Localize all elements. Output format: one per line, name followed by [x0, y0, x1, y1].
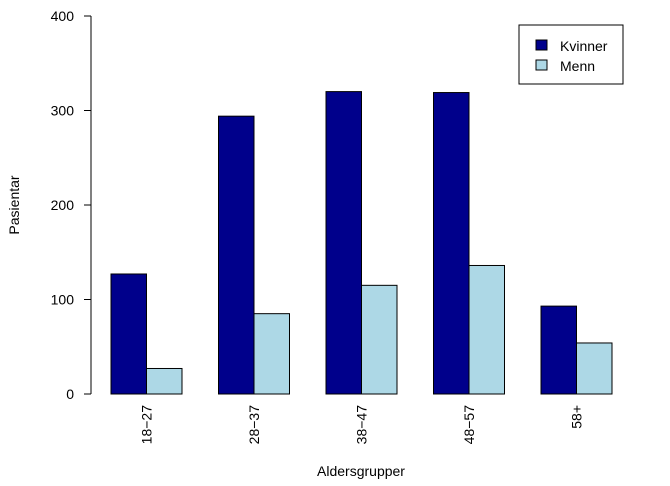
bar-menn-2: [361, 284, 398, 395]
bar-kvinner-1: [218, 115, 255, 395]
y-tick-label: 0: [66, 386, 74, 402]
bar-kvinner-0: [110, 273, 147, 395]
bars: [110, 91, 613, 395]
legend-swatch-menn: [535, 59, 548, 71]
legend-label-kvinner: Kvinner: [560, 38, 608, 54]
legend-box: [518, 24, 624, 85]
bar-menn-0: [146, 367, 183, 395]
y-tick-label: 100: [51, 292, 75, 308]
x-tick-label: 48−57: [461, 405, 477, 445]
x-tick-label: 58+: [569, 405, 585, 429]
y-tick-label: 400: [51, 8, 75, 24]
legend-swatch-kvinner: [535, 39, 548, 51]
x-tick-label: 28−37: [246, 405, 262, 445]
bar-menn-4: [576, 342, 613, 395]
bar-menn-3: [468, 264, 505, 395]
x-axis-title: Aldersgrupper: [317, 463, 405, 479]
bar-kvinner-3: [433, 92, 470, 395]
x-tick-label: 18−27: [139, 405, 155, 445]
y-axis: 0 100 200 300 400: [51, 8, 92, 402]
y-tick-label: 300: [51, 103, 75, 119]
legend: Kvinner Menn: [518, 24, 624, 85]
bar-kvinner-4: [540, 305, 577, 395]
x-tick-label: 38−47: [354, 405, 370, 445]
legend-label-menn: Menn: [560, 58, 595, 74]
x-axis-ticks: 18−27 28−37 38−47 48−57 58+: [139, 405, 585, 445]
bar-menn-1: [253, 313, 290, 395]
y-axis-title: Pasientar: [6, 175, 22, 234]
bar-kvinner-2: [325, 91, 362, 395]
y-tick-label: 200: [51, 197, 75, 213]
